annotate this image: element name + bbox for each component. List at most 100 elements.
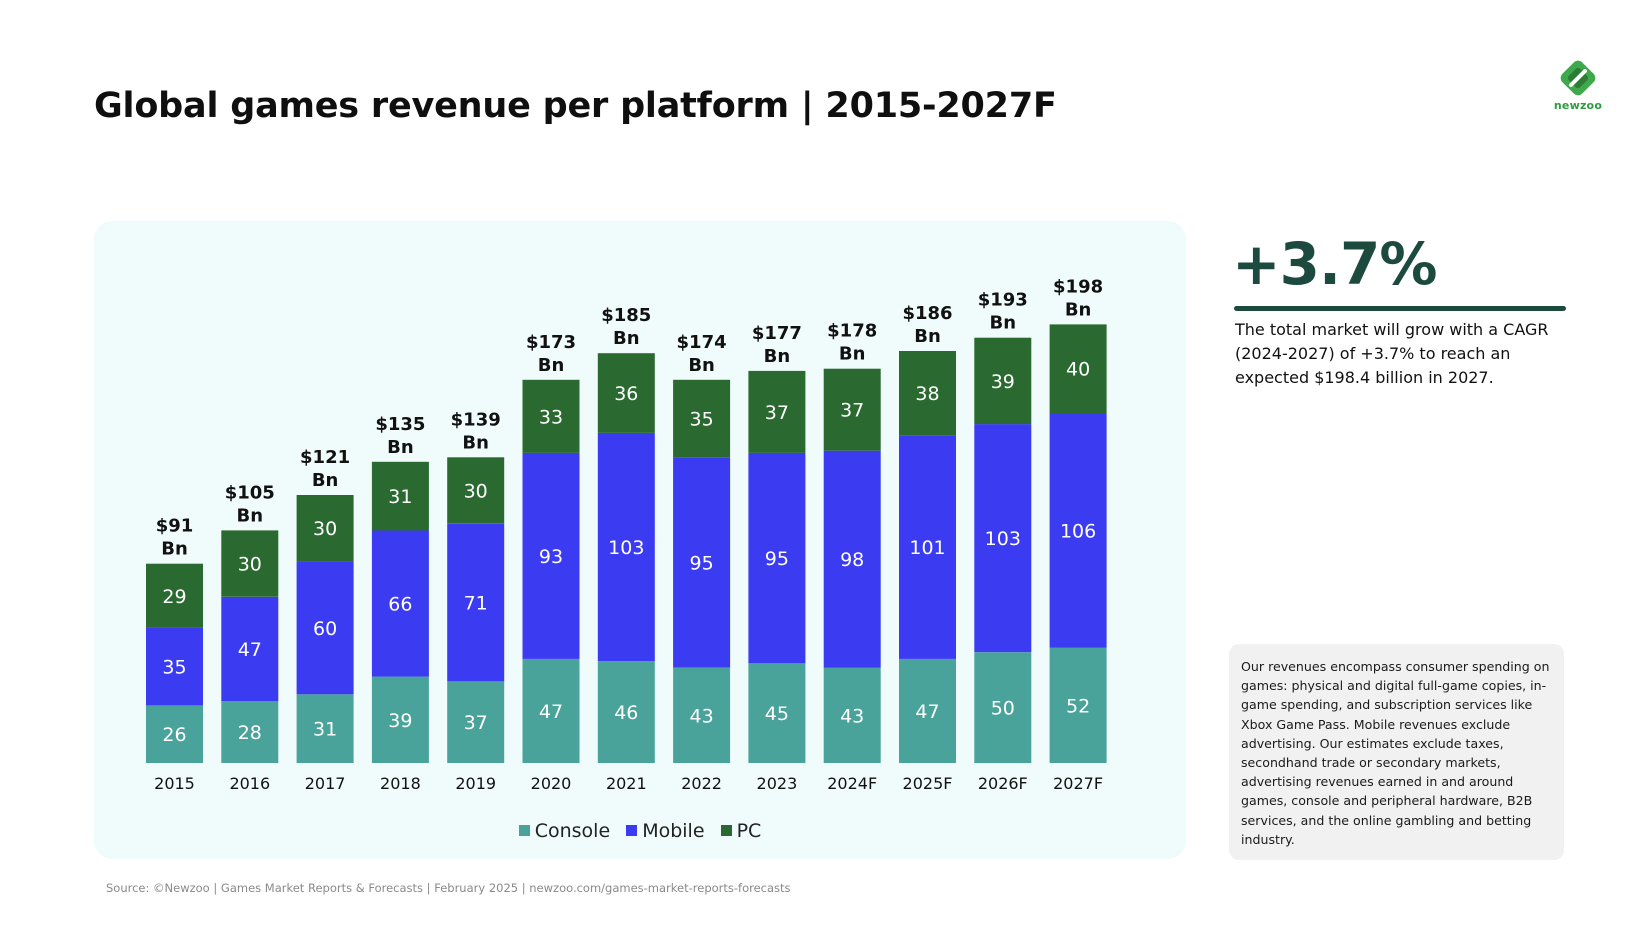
chart-panel: 26 35 29 $91 Bn 2015 28 47 30 $105 Bn 2016 31 60 30 $12…: [94, 221, 1186, 859]
bar-total-unit: Bn: [839, 344, 866, 365]
bar-segment-mobile: [899, 435, 956, 659]
newzoo-logo: newzoo: [1548, 56, 1608, 122]
bar-segment-pc: [447, 457, 505, 524]
bar-segment-mobile: [597, 433, 655, 662]
x-tick-label: 2020: [531, 774, 572, 793]
bar-segment-console: [748, 663, 806, 763]
bar-segment-console: [146, 705, 203, 763]
bar-total-label: $177: [752, 323, 802, 344]
bar-value-label-pc: 40: [1066, 359, 1090, 381]
x-tick-label: 2027F: [1053, 774, 1103, 793]
cagr-stat-value: +3.7%: [1232, 230, 1437, 298]
x-tick-label: 2025F: [903, 774, 953, 793]
bar-segment-console: [522, 658, 580, 763]
bar-value-label-console: 43: [840, 705, 864, 727]
bar-segment-mobile: [748, 452, 806, 664]
bar-total-unit: Bn: [237, 505, 264, 526]
bar-total-unit: Bn: [312, 470, 339, 491]
bar-segment-console: [673, 667, 731, 763]
bar-value-label-mobile: 95: [765, 548, 789, 570]
bar-total-unit: Bn: [1065, 299, 1092, 320]
bar-value-label-console: 26: [162, 724, 186, 746]
bar-segment-pc: [823, 368, 881, 451]
bar-segment-console: [974, 652, 1032, 764]
bar-value-label-pc: 30: [313, 518, 337, 540]
bar-segment-mobile: [146, 627, 203, 706]
bar-segment-mobile: [974, 424, 1032, 653]
bar-value-label-console: 39: [388, 710, 412, 732]
bar-value-label-mobile: 93: [539, 546, 563, 568]
bar-segment-pc: [371, 461, 429, 531]
bar-segment-pc: [597, 353, 655, 433]
chart-legend: Console Mobile PC: [94, 820, 1186, 842]
bar-total-label: $173: [526, 332, 576, 353]
bar-value-label-console: 45: [765, 703, 789, 725]
bar-value-label-console: 52: [1066, 695, 1090, 717]
page-title: Global games revenue per platform | 2015…: [94, 86, 1057, 126]
bar-total-unit: Bn: [613, 328, 640, 349]
bar-value-label-mobile: 66: [388, 594, 412, 616]
legend-item-mobile: Mobile: [626, 820, 705, 842]
bar-value-label-mobile: 47: [238, 639, 262, 661]
bar-total-label: $121: [300, 447, 350, 468]
bar-segment-pc: [522, 379, 580, 453]
bar-segment-pc: [673, 379, 731, 458]
bar-segment-pc: [146, 563, 203, 628]
x-tick-label: 2026F: [978, 774, 1028, 793]
bar-segment-console: [371, 676, 429, 763]
bar-segment-console: [597, 661, 655, 763]
bar-segment-console: [823, 667, 881, 763]
bar-total-label: $139: [451, 409, 501, 430]
bar-total-label: $105: [225, 482, 275, 503]
bar-segment-pc: [899, 351, 956, 436]
bar-value-label-pc: 36: [614, 383, 638, 405]
bar-total-unit: Bn: [764, 346, 791, 367]
x-tick-label: 2022: [681, 774, 722, 793]
bar-value-label-console: 47: [915, 701, 939, 723]
bar-total-label: $91: [156, 516, 194, 537]
legend-label-console: Console: [534, 820, 611, 842]
source-citation: Source: ©Newzoo | Games Market Reports &…: [106, 881, 791, 895]
bar-value-label-console: 50: [991, 698, 1015, 720]
bar-total-label: $185: [601, 305, 651, 326]
bar-value-label-mobile: 98: [840, 549, 864, 571]
legend-label-pc: PC: [736, 820, 762, 842]
bar-value-label-mobile: 103: [608, 537, 644, 559]
bar-value-label-pc: 30: [238, 554, 262, 576]
bar-value-label-mobile: 35: [162, 657, 186, 679]
bar-total-label: $193: [978, 290, 1028, 311]
x-tick-label: 2021: [606, 774, 647, 793]
bar-total-unit: Bn: [990, 313, 1017, 334]
bar-segment-mobile: [296, 561, 354, 695]
bar-total-unit: Bn: [914, 326, 941, 347]
bar-value-label-mobile: 103: [985, 528, 1021, 550]
stacked-bar-chart: 263529$91Bn2015284730$105Bn2016316030$12…: [146, 276, 1107, 793]
bar-total-unit: Bn: [688, 355, 715, 376]
bar-segment-mobile: [447, 523, 505, 682]
bar-total-label: $186: [902, 303, 952, 324]
methodology-note-text: Our revenues encompass consumer spending…: [1241, 659, 1550, 847]
bar-value-label-mobile: 95: [690, 553, 714, 575]
bar-total-unit: Bn: [161, 539, 188, 560]
legend-item-console: Console: [518, 820, 611, 842]
legend-item-pc: PC: [720, 820, 762, 842]
bar-segment-mobile: [823, 450, 881, 668]
bar-value-label-console: 37: [464, 712, 488, 734]
bar-segment-mobile: [371, 530, 429, 677]
bar-segment-pc: [748, 370, 806, 453]
bar-segment-pc: [221, 530, 279, 597]
bar-value-label-pc: 39: [991, 371, 1015, 393]
bar-segment-console: [1049, 647, 1107, 763]
bar-total-label: $135: [375, 414, 425, 435]
bar-value-label-pc: 30: [464, 481, 488, 503]
bar-segment-console: [296, 694, 354, 763]
bar-value-label-console: 46: [614, 702, 638, 724]
bar-value-label-pc: 33: [539, 406, 563, 428]
bar-total-unit: Bn: [538, 355, 565, 376]
bar-value-label-pc: 37: [765, 402, 789, 424]
bar-total-unit: Bn: [387, 437, 414, 458]
bar-value-label-mobile: 60: [313, 618, 337, 640]
bar-value-label-pc: 35: [690, 409, 714, 431]
bar-value-label-mobile: 101: [909, 537, 945, 559]
bar-segment-console: [899, 658, 956, 763]
